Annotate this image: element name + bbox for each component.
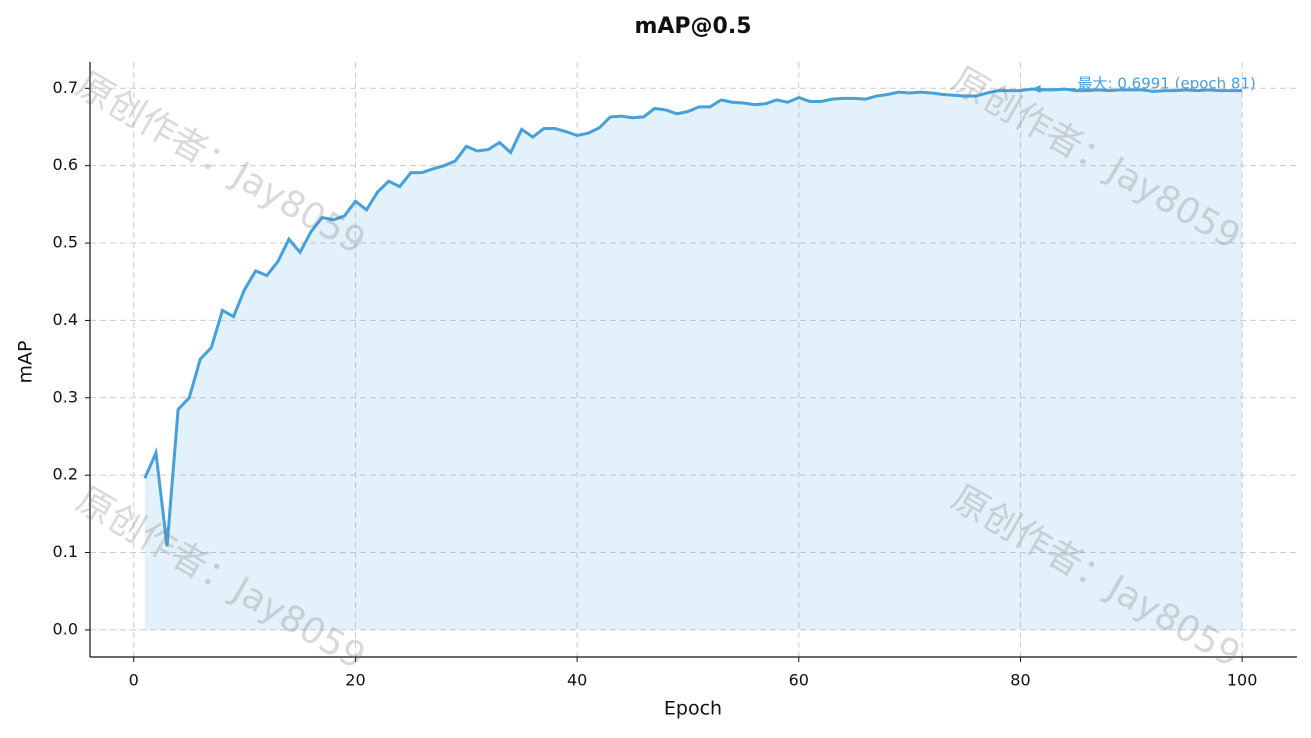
x-tick-label: 100: [1227, 671, 1258, 690]
y-axis-label: mAP: [15, 341, 37, 384]
y-tick-label: 0.0: [53, 619, 78, 638]
x-tick-label: 80: [1010, 671, 1030, 690]
x-tick-label: 0: [129, 671, 139, 690]
y-tick-label: 0.6: [53, 155, 78, 174]
x-axis-label: Epoch: [664, 698, 722, 720]
y-tick-label: 0.5: [53, 233, 78, 252]
y-tick-label: 0.2: [53, 465, 78, 484]
area: [144, 89, 1243, 630]
x-tick-label: 40: [567, 671, 587, 690]
x-tick-label: 60: [789, 671, 809, 690]
x-tick-label: 20: [345, 671, 365, 690]
annotation-arrowhead: [1031, 85, 1041, 94]
y-tick-label: 0.1: [53, 542, 78, 561]
chart-title: mAP@0.5: [634, 14, 751, 39]
annotation: 最大: 0.6991 (epoch 81): [1078, 75, 1256, 93]
y-tick-label: 0.4: [53, 310, 78, 329]
y-tick-label: 0.7: [53, 78, 78, 97]
y-tick-label: 0.3: [53, 387, 78, 406]
watermark: 原创作者：Jay8059: [70, 65, 372, 263]
